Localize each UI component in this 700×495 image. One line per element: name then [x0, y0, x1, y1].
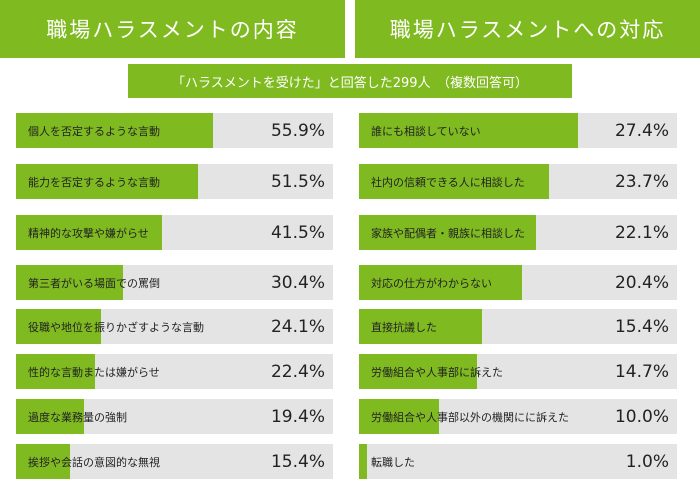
bar-row-content: 挨拶や会話の意図的な無視 15.4% — [16, 444, 333, 479]
bar-row-content: 性的な言動または嫌がらせ 22.4% — [16, 354, 333, 389]
bar-label: 直接抗議した — [371, 320, 437, 334]
bar-value-label: 15.4% — [614, 316, 669, 337]
bar-row-response: 労働組合や人事部以外の機関にに訴えた 10.0% — [359, 399, 677, 434]
bar-fill — [16, 399, 85, 434]
bar-row-response: 社内の信頼できる人に相談した 23.7% — [359, 164, 677, 199]
header-harassment-content: 職場ハラスメントの内容 — [0, 0, 345, 58]
bar-value-label: 24.1% — [270, 316, 325, 337]
bar-fill — [16, 309, 102, 344]
bar-fill — [359, 309, 483, 344]
bar-value-label: 23.7% — [614, 171, 669, 192]
bar-fill — [16, 354, 96, 389]
bar-row-response: 誰にも相談していない 27.4% — [359, 113, 677, 148]
bar-value-label: 41.5% — [270, 222, 325, 243]
bar-label: 個人を否定するような言動 — [28, 124, 160, 138]
bar-fill — [359, 265, 523, 300]
bar-value-label: 51.5% — [270, 171, 325, 192]
bar-row-content: 過度な業務量の強制 19.4% — [16, 399, 333, 434]
bar-label: 労働組合や人事部に訴えた — [371, 365, 503, 379]
bar-value-label: 22.1% — [614, 222, 669, 243]
bar-label: 社内の信頼できる人に相談した — [371, 175, 525, 189]
bar-row-content: 精神的な攻撃や嫌がらせ 41.5% — [16, 215, 333, 250]
bar-row-content: 能力を否定するような言動 51.5% — [16, 164, 333, 199]
bar-fill — [16, 215, 163, 250]
bar-fill — [16, 444, 71, 479]
bar-row-content: 役職や地位を振りかざすような言動 24.1% — [16, 309, 333, 344]
header-harassment-response: 職場ハラスメントへの対応 — [355, 0, 700, 58]
bar-fill — [16, 164, 198, 199]
bar-fill — [359, 164, 549, 199]
bar-label: 労働組合や人事部以外の機関にに訴えた — [371, 410, 569, 424]
bar-fill — [359, 399, 439, 434]
bar-label: 誰にも相談していない — [371, 124, 481, 138]
bar-fill — [16, 265, 124, 300]
bar-label: 第三者がいる場面での罵倒 — [28, 276, 160, 290]
bar-value-label: 19.4% — [270, 406, 325, 427]
bar-row-content: 個人を否定するような言動 55.9% — [16, 113, 333, 148]
bar-fill — [359, 444, 367, 479]
bar-label: 能力を否定するような言動 — [28, 175, 160, 189]
bar-value-label: 14.7% — [614, 361, 669, 382]
bar-fill — [359, 113, 579, 148]
bar-row-response: 直接抗議した 15.4% — [359, 309, 677, 344]
bar-value-label: 1.0% — [625, 451, 669, 472]
bar-row-response: 家族や配偶者・親族に相談した 22.1% — [359, 215, 677, 250]
bar-label: 家族や配偶者・親族に相談した — [371, 226, 525, 240]
bar-fill — [359, 354, 477, 389]
bar-row-response: 対応の仕方がわからない 20.4% — [359, 265, 677, 300]
bar-label: 過度な業務量の強制 — [28, 410, 127, 424]
bar-fill — [16, 113, 214, 148]
bar-label: 対応の仕方がわからない — [371, 276, 492, 290]
bar-label: 精神的な攻撃や嫌がらせ — [28, 226, 149, 240]
bar-value-label: 10.0% — [614, 406, 669, 427]
bar-value-label: 27.4% — [614, 120, 669, 141]
bar-row-response: 労働組合や人事部に訴えた 14.7% — [359, 354, 677, 389]
bar-value-label: 55.9% — [270, 120, 325, 141]
bar-row-response: 転職した 1.0% — [359, 444, 677, 479]
bar-label: 転職した — [371, 455, 415, 469]
bar-label: 挨拶や会話の意図的な無視 — [28, 455, 160, 469]
bar-label: 性的な言動または嫌がらせ — [28, 365, 160, 379]
survey-subtitle: 「ハラスメントを受けた」と回答した299人 （複数回答可） — [128, 64, 572, 98]
bar-value-label: 15.4% — [270, 451, 325, 472]
bar-value-label: 20.4% — [614, 272, 669, 293]
bar-label: 役職や地位を振りかざすような言動 — [28, 320, 204, 334]
bar-row-content: 第三者がいる場面での罵倒 30.4% — [16, 265, 333, 300]
bar-value-label: 30.4% — [270, 272, 325, 293]
bar-value-label: 22.4% — [270, 361, 325, 382]
bar-fill — [359, 215, 536, 250]
